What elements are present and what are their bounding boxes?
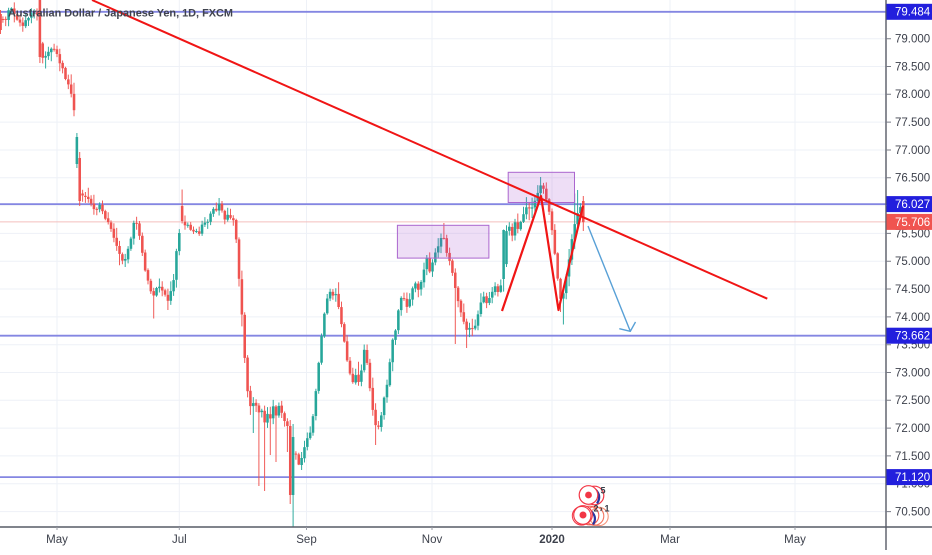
svg-text:72.500: 72.500 (895, 395, 930, 407)
svg-text:74.500: 74.500 (895, 284, 930, 296)
svg-text:76.027: 76.027 (895, 199, 930, 211)
svg-text:Nov: Nov (422, 534, 443, 546)
svg-text:78.500: 78.500 (895, 61, 930, 73)
svg-text:›: › (600, 504, 603, 514)
svg-text:79.484: 79.484 (895, 7, 931, 19)
svg-text:75.706: 75.706 (895, 217, 930, 229)
svg-text:73.662: 73.662 (895, 331, 930, 343)
svg-text:Mar: Mar (660, 534, 680, 546)
svg-text:70.500: 70.500 (895, 507, 930, 519)
svg-text:1: 1 (605, 504, 610, 514)
svg-text:75.000: 75.000 (895, 256, 930, 268)
svg-text:71.120: 71.120 (895, 472, 930, 484)
svg-text:79.000: 79.000 (895, 34, 930, 46)
svg-text:2020: 2020 (539, 534, 565, 546)
svg-text:5: 5 (601, 486, 606, 496)
svg-text:75.500: 75.500 (895, 228, 930, 240)
svg-text:72.000: 72.000 (895, 423, 930, 435)
svg-text:Sep: Sep (296, 534, 316, 546)
svg-text:May: May (46, 534, 68, 546)
svg-text:2: 2 (594, 504, 599, 514)
svg-text:73.000: 73.000 (895, 367, 930, 379)
svg-text:78.000: 78.000 (895, 89, 930, 101)
svg-text:May: May (784, 534, 806, 546)
svg-text:71.500: 71.500 (895, 451, 930, 463)
svg-text:76.500: 76.500 (895, 173, 930, 185)
svg-text:Australian Dollar / Japanese Y: Australian Dollar / Japanese Yen, 1D, FX… (8, 8, 233, 20)
svg-text:77.000: 77.000 (895, 145, 930, 157)
svg-text:Jul: Jul (172, 534, 187, 546)
svg-text:74.000: 74.000 (895, 312, 930, 324)
svg-text:77.500: 77.500 (895, 117, 930, 129)
